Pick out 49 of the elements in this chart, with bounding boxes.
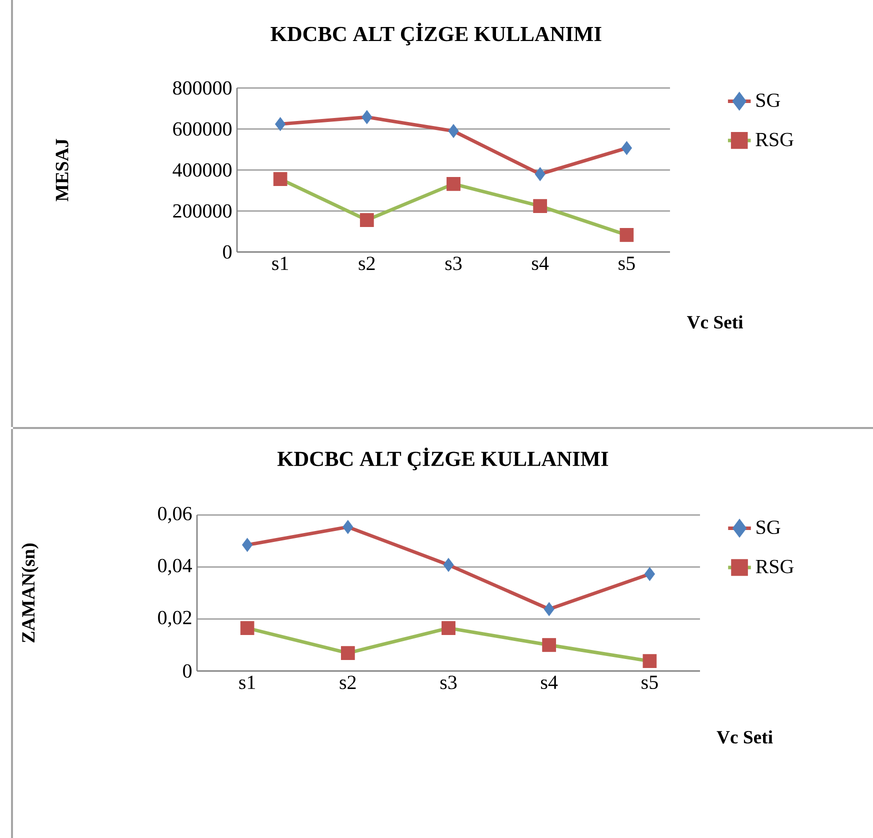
x-tick-label: s2 xyxy=(340,676,356,690)
point xyxy=(242,538,253,552)
point xyxy=(448,124,459,138)
y-tick-label: 0 xyxy=(223,245,232,259)
y-axis-title: ZAMAN(sn) xyxy=(22,544,38,642)
point xyxy=(442,621,456,636)
point xyxy=(446,176,460,191)
legend-label: SG xyxy=(756,520,780,534)
point xyxy=(362,110,372,124)
legend-label: RSG xyxy=(756,560,794,574)
point xyxy=(644,567,655,581)
point xyxy=(642,654,657,668)
x-axis-title: Vc Seti xyxy=(686,315,744,329)
point xyxy=(544,602,554,616)
x-tick-label: s3 xyxy=(440,676,457,690)
x-tick-label: s3 xyxy=(445,256,462,270)
point xyxy=(443,558,454,572)
point xyxy=(542,638,556,652)
point xyxy=(273,172,288,186)
x-tick-label: s5 xyxy=(618,256,635,270)
y-tick-label: 0,02 xyxy=(158,610,192,628)
chart-title: KDCBC ALT ÇİZGE KULLANIMI xyxy=(277,448,608,470)
x-tick-label: s4 xyxy=(532,256,549,270)
point xyxy=(240,621,254,636)
point xyxy=(275,117,286,132)
x-tick-label: s5 xyxy=(642,676,658,689)
y-tick-label: 400000 xyxy=(172,163,232,177)
chart-title: KDCBC ALT ÇİZGE KULLANIMI xyxy=(270,22,602,46)
y-tick-label: 200000 xyxy=(173,204,232,218)
x-tick-label: s1 xyxy=(272,256,288,270)
point xyxy=(620,228,634,242)
legend-label: SG xyxy=(756,94,780,108)
y-tick-label: 0,06 xyxy=(158,506,192,524)
y-tick-label: 0 xyxy=(183,664,192,678)
point xyxy=(533,199,548,214)
legend-label: RSG xyxy=(756,132,794,146)
point xyxy=(340,646,355,660)
x-tick-label: s4 xyxy=(541,676,558,690)
point xyxy=(534,167,546,182)
x-tick-label: s2 xyxy=(358,256,375,270)
point xyxy=(342,520,354,534)
x-axis-title: Vc Seti xyxy=(716,730,773,744)
y-tick-label: 0,04 xyxy=(158,558,192,576)
x-tick-label: s1 xyxy=(239,676,255,690)
y-tick-label: 600000 xyxy=(173,122,232,136)
point xyxy=(621,141,632,155)
y-axis-title: MESAJ xyxy=(56,138,68,202)
y-tick-label: 800000 xyxy=(173,81,232,95)
point xyxy=(360,213,374,227)
